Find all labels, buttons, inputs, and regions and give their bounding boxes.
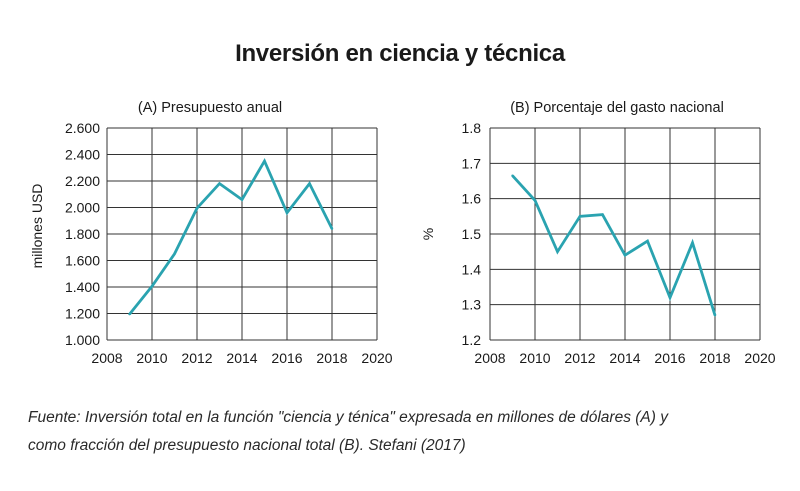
chart-a-series-line: [128, 158, 334, 316]
chart-b-data-point: [713, 314, 717, 317]
chart-a-title: (A) Presupuesto anual: [138, 100, 282, 116]
chart-b-data-point: [646, 239, 649, 243]
chart-b-title: (B) Porcentaje del gasto nacional: [510, 100, 724, 116]
chart-b-xtick-label: 2010: [519, 350, 550, 366]
chart-a-xtick-label: 2008: [91, 350, 122, 366]
chart-b-ytick-label: 1.2: [462, 332, 482, 348]
chart-a-data-point: [330, 227, 334, 230]
chart-b-data-point: [556, 250, 559, 253]
chart-b-data-point: [511, 174, 514, 177]
chart-a-xtick-label: 2016: [271, 350, 302, 366]
chart-b-ytick-label: 1.5: [462, 226, 482, 242]
chart-b-data-point: [691, 241, 694, 245]
chart-b-xtick-label: 2018: [699, 350, 730, 366]
figure-caption: Fuente: Inversión total en la función "c…: [28, 404, 768, 460]
chart-a-data-point: [128, 312, 131, 316]
page-title: Inversión en ciencia y técnica: [235, 40, 565, 67]
chart-b-ytick-label: 1.8: [462, 120, 482, 136]
chart-a-data-point: [285, 211, 289, 214]
chart-b-ytick-label: 1.4: [462, 261, 482, 277]
chart-a-ytick-label: 2.200: [65, 173, 100, 189]
chart-a-ytick-label: 2.400: [65, 147, 100, 163]
chart-a-ytick-label: 1.400: [65, 279, 100, 295]
chart-a-xtick-label: 2018: [316, 350, 347, 366]
chart-b-series-line: [511, 174, 717, 316]
chart-b-xtick-label: 2008: [474, 350, 505, 366]
chart-a-ytick-label: 1.000: [65, 332, 100, 348]
chart-b-data-point: [601, 213, 604, 216]
chart-a-data-point: [263, 159, 266, 163]
chart-a-data-point: [218, 182, 221, 185]
caption-line-2: como fracción del presupuesto nacional t…: [28, 437, 466, 454]
chart-a-xtick-label: 2020: [361, 350, 392, 366]
chart-b-ylabel: %: [420, 228, 436, 240]
chart-b-xtick-label: 2014: [609, 350, 640, 366]
chart-b-data-point: [533, 199, 537, 202]
chart-a-data-point: [240, 198, 244, 201]
chart-a-xtick-label: 2014: [226, 350, 257, 366]
chart-a-ytick-label: 1.200: [65, 306, 100, 322]
chart-a-ylabel: millones USD: [29, 184, 45, 269]
chart-b-xtick-label: 2020: [744, 350, 775, 366]
chart-b-data-point: [623, 254, 627, 257]
caption-line-1: Fuente: Inversión total en la función "c…: [28, 409, 668, 426]
chart-a-ytick-label: 2.600: [65, 120, 100, 136]
chart-b-xtick-label: 2016: [654, 350, 685, 366]
chart-b-ytick-label: 1.7: [462, 155, 482, 171]
chart-a-data-point: [308, 182, 311, 185]
chart-b-data-point: [668, 296, 672, 299]
chart-a-ytick-label: 2.000: [65, 200, 100, 216]
chart-a-ytick-label: 1.600: [65, 253, 100, 269]
chart-a-ytick-label: 1.800: [65, 226, 100, 242]
chart-b-data-point: [578, 215, 582, 218]
chart-a-data-point: [173, 252, 176, 256]
chart-b-ytick-label: 1.3: [462, 297, 482, 313]
chart-b-xtick-label: 2012: [564, 350, 595, 366]
chart-a-data-point: [150, 285, 154, 288]
chart-a-xtick-label: 2010: [136, 350, 167, 366]
chart-a-xtick-label: 2012: [181, 350, 212, 366]
chart-a-data-point: [195, 206, 199, 210]
chart-b-ytick-label: 1.6: [462, 191, 482, 207]
